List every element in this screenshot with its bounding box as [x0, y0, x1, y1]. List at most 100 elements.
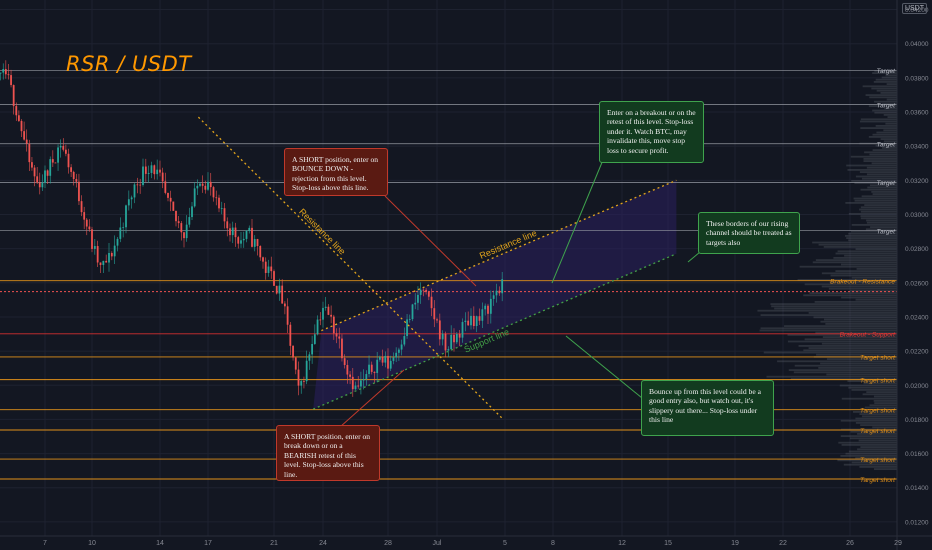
candle-body: [0, 72, 2, 74]
candle-body: [425, 289, 428, 292]
volume-profile-bar: [825, 323, 897, 325]
volume-profile-bar: [870, 226, 897, 228]
candle-body: [330, 314, 333, 317]
candle-body: [15, 106, 18, 116]
volume-profile-bar: [857, 448, 897, 451]
candle-body: [70, 167, 73, 172]
volume-profile-bar: [850, 430, 897, 433]
candle-body: [392, 357, 395, 361]
candle-body: [305, 360, 308, 382]
volume-profile-bar: [841, 397, 897, 400]
volume-profile-bar: [847, 380, 897, 382]
volume-profile-bar: [849, 290, 897, 292]
candle-body: [133, 184, 136, 198]
volume-profile-bar: [873, 400, 897, 402]
volume-profile-bar: [873, 395, 897, 398]
candle-body: [122, 227, 125, 229]
volume-profile-bar: [886, 98, 897, 101]
candle-body: [259, 246, 262, 258]
candle-body: [408, 319, 411, 320]
y-tick-label: 0.03200: [905, 178, 929, 185]
candle-body: [478, 316, 481, 321]
volume-profile-bar: [868, 136, 897, 138]
x-axis: 7 10 14 17 21 24 28 Jul 5 8 12 15 19 22 26 29: [0, 535, 932, 547]
candle-body: [403, 336, 406, 345]
candle-body: [57, 147, 59, 163]
candle-body: [422, 289, 425, 291]
volume-profile-bar: [866, 391, 897, 393]
x-tick-label: 15: [664, 540, 672, 547]
volume-profile-bar: [826, 358, 897, 360]
level-label: Target short: [860, 457, 896, 464]
candle-body: [223, 208, 226, 222]
candle-body: [316, 319, 319, 335]
volume-profile-bar: [855, 298, 897, 301]
volume-profile-bar: [826, 373, 897, 376]
volume-profile-bar: [876, 89, 897, 92]
volume-profile-bar: [840, 435, 897, 437]
level-label: Target: [877, 68, 897, 75]
candle-body: [75, 179, 78, 182]
y-tick-label: 0.02200: [905, 349, 929, 356]
volume-profile-bar: [880, 92, 897, 94]
candle-body: [38, 182, 41, 188]
candle-body: [207, 181, 209, 190]
annotation-bounce: Bounce up from this level could be a goo…: [641, 380, 774, 436]
candle-body: [313, 334, 316, 344]
candle-body: [389, 360, 392, 369]
candle-body: [253, 239, 256, 247]
volume-profile-bar: [860, 127, 897, 129]
volume-profile-bar: [803, 349, 897, 352]
volume-profile-bar: [861, 195, 897, 198]
x-tick-label: 7: [43, 540, 47, 547]
candle-body: [487, 305, 489, 314]
candle-body: [349, 374, 351, 377]
candle-body: [322, 307, 324, 320]
volume-profile-bar: [866, 166, 897, 169]
candle-body: [215, 197, 218, 199]
volume-profile-bar: [818, 243, 897, 246]
candle-body: [175, 210, 177, 222]
volume-profile-bar: [851, 389, 897, 391]
volume-profile-bar: [799, 265, 897, 268]
candle-body: [357, 385, 360, 387]
candle-body: [64, 149, 67, 154]
volume-profile-bar: [840, 455, 897, 457]
y-tick-label: 0.02000: [905, 383, 929, 390]
volume-profile-bar: [872, 426, 897, 429]
volume-profile-bar: [845, 202, 897, 204]
candle-body: [172, 201, 175, 211]
volume-profile-bar: [855, 417, 897, 420]
x-tick-label: 24: [319, 540, 327, 547]
candle-body: [368, 364, 370, 375]
volume-profile-bar: [839, 384, 897, 387]
y-tick-label: 0.03600: [905, 110, 929, 117]
y-tick-label: 0.01400: [905, 485, 929, 492]
volume-profile-bar: [803, 294, 897, 297]
candle-body: [169, 197, 172, 202]
quote-currency-badge[interactable]: USDT: [901, 3, 927, 14]
candle-body: [444, 333, 447, 351]
volume-profile-bar: [847, 169, 897, 171]
y-tick-label: 0.03000: [905, 212, 929, 219]
candle-body: [406, 319, 408, 337]
volume-profile-bar: [840, 419, 897, 422]
volume-profile-bar: [876, 131, 897, 134]
volume-profile-bar: [875, 125, 897, 127]
candle-body: [180, 223, 183, 233]
candle-body: [365, 374, 368, 379]
volume-profile-bar: [886, 83, 897, 85]
candle-body: [292, 345, 294, 358]
candle-body: [67, 153, 70, 168]
candle-body: [10, 75, 12, 86]
annotation-connector: [551, 159, 604, 284]
candle-body: [159, 169, 161, 173]
candle-body: [278, 285, 281, 294]
candle-body: [438, 320, 441, 340]
volume-profile-bar: [797, 279, 897, 281]
volume-profile-bar: [855, 457, 897, 459]
candle-body: [327, 306, 330, 315]
y-axis-background: [897, 0, 932, 550]
volume-profile-bar: [771, 305, 897, 308]
